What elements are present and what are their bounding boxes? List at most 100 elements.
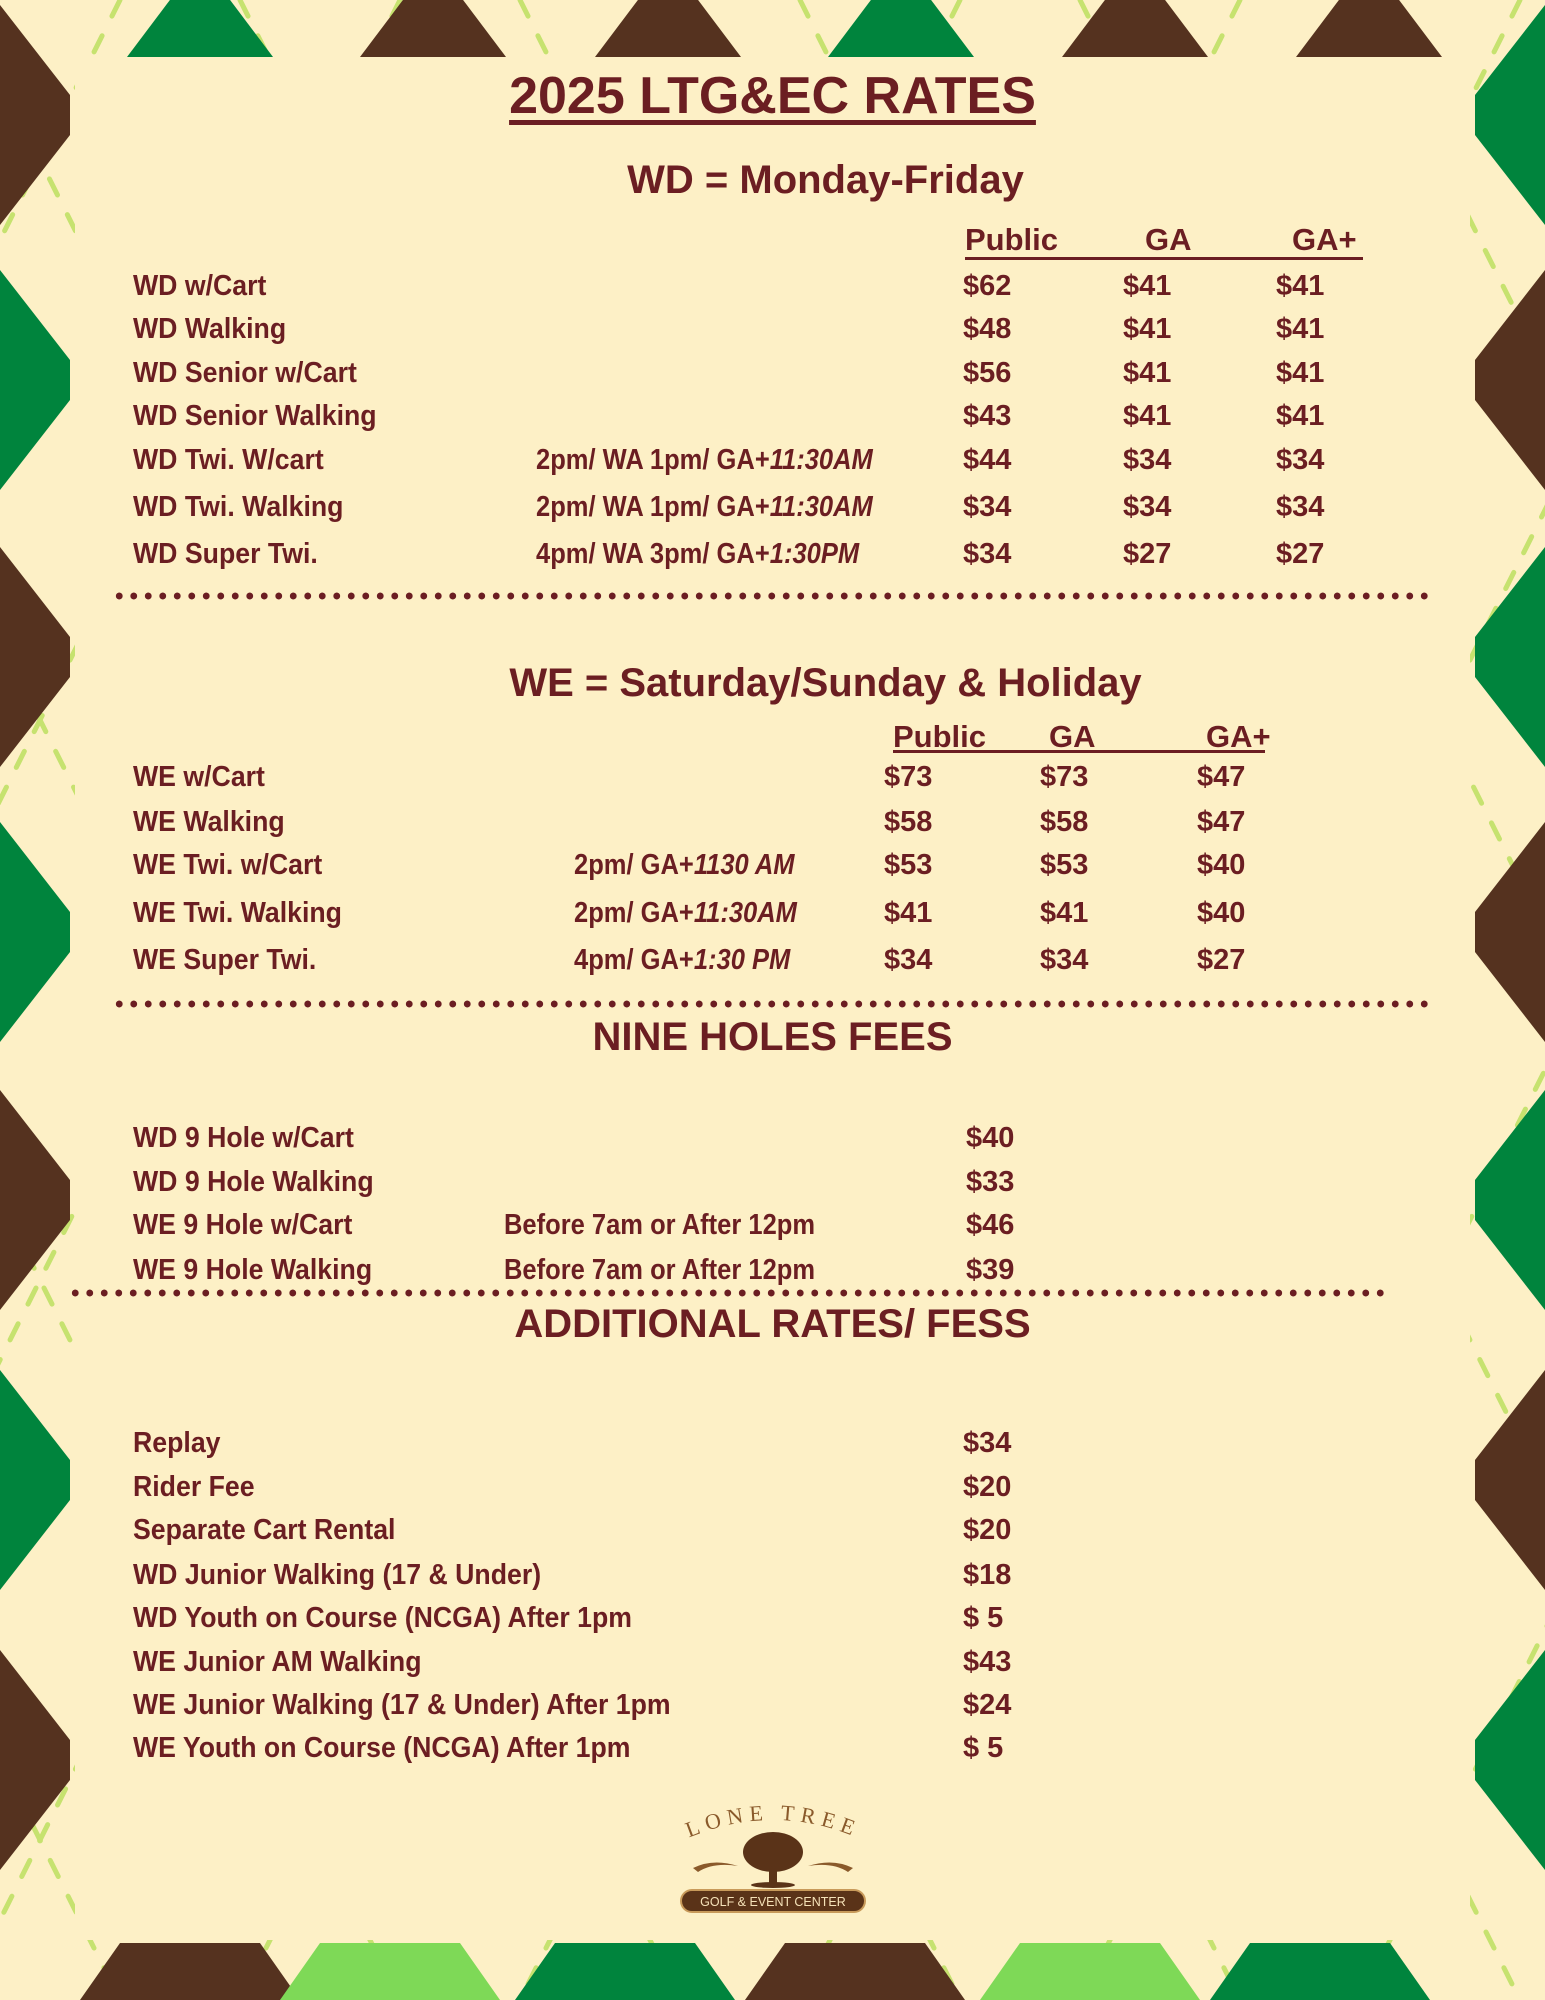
rate-label: WE Super Twi. <box>133 944 317 976</box>
argyle-right-diamond <box>1475 1370 1545 1590</box>
rate-label: Separate Cart Rental <box>133 1514 396 1546</box>
argyle-left-diamond <box>0 822 70 1042</box>
argyle-bottom-green <box>1210 1943 1430 2000</box>
tree-icon <box>743 1832 803 1888</box>
dotted-divider <box>112 1000 1432 1008</box>
rate-label: WD Super Twi. <box>133 538 318 570</box>
argyle-top-brown <box>1296 0 1442 57</box>
price-gaplus: $34 <box>1276 444 1325 476</box>
rate-label: WE Junior Walking (17 & Under) After 1pm <box>133 1689 671 1721</box>
argyle-right-diamond <box>1475 270 1545 490</box>
rate-label: WD Senior w/Cart <box>133 357 357 389</box>
dotted-divider <box>112 592 1432 600</box>
row-note: 4pm/ GA+1:30 PM <box>574 946 790 975</box>
price: $20 <box>963 1471 1012 1503</box>
note-time: 4pm/ WA 3pm/ GA+ <box>536 538 770 570</box>
note-ga-plus-time: 11:30AM <box>769 491 873 523</box>
price: $24 <box>963 1689 1012 1721</box>
note-time: 2pm/ GA+ <box>574 897 694 929</box>
argyle-left-diamond <box>0 547 70 767</box>
price-ga: $58 <box>1040 806 1089 838</box>
argyle-bottom-green <box>515 1943 735 2000</box>
rate-label: WD Walking <box>133 313 287 345</box>
argyle-bottom-brown <box>745 1943 965 2000</box>
price-public: $44 <box>963 444 1012 476</box>
lone-tree-logo: LONE TREE GOLF & EVENT CENTER <box>680 1800 866 1913</box>
price-gaplus: $47 <box>1197 806 1246 838</box>
price-gaplus: $41 <box>1276 313 1325 345</box>
rate-label: WE 9 Hole w/Cart <box>133 1209 353 1241</box>
rate-label: Replay <box>133 1427 221 1459</box>
price-ga: $27 <box>1123 538 1172 570</box>
note-ga-plus-time: 1:30 PM <box>693 944 791 976</box>
rate-label: WE Walking <box>133 806 285 838</box>
we-col-public: Public <box>893 719 987 754</box>
price: $40 <box>966 1122 1015 1154</box>
we-col-ga: GA <box>1049 719 1096 754</box>
price-public: $34 <box>963 491 1012 523</box>
price-ga: $34 <box>1123 491 1172 523</box>
rate-label: Rider Fee <box>133 1471 255 1503</box>
wd-col-ga: GA <box>1145 222 1192 257</box>
price-ga: $41 <box>1123 270 1172 302</box>
price-ga: $41 <box>1040 897 1089 929</box>
additional-heading: ADDITIONAL RATES/ FESS <box>514 1302 1031 1346</box>
we-col-gaplus: GA+ <box>1206 719 1271 754</box>
price-public: $48 <box>963 313 1012 345</box>
price-public: $34 <box>963 538 1012 570</box>
note-time: 4pm/ GA+ <box>574 944 694 976</box>
argyle-top-green <box>828 0 974 57</box>
rate-label: WD Twi. W/cart <box>133 444 324 476</box>
argyle-left-diamond <box>0 1090 70 1310</box>
argyle-left-diamond <box>0 5 70 225</box>
rate-label: WE w/Cart <box>133 761 265 793</box>
argyle-right-diamond <box>1475 822 1545 1042</box>
row-note: 2pm/ GA+1130 AM <box>574 851 795 880</box>
price-public: $43 <box>963 400 1012 432</box>
wd-header-underline <box>965 257 1363 260</box>
price-gaplus: $40 <box>1197 897 1246 929</box>
note-ga-plus-time: 1:30PM <box>769 538 860 570</box>
right-flourish <box>808 1862 853 1872</box>
argyle-top-brown <box>360 0 506 57</box>
price: $34 <box>963 1427 1012 1459</box>
price-public: $58 <box>884 806 933 838</box>
row-note: Before 7am or After 12pm <box>504 1254 816 1286</box>
price-gaplus: $40 <box>1197 849 1246 881</box>
note-ga-plus-time: 1130 AM <box>693 849 795 881</box>
rate-label: WD 9 Hole Walking <box>133 1166 374 1198</box>
price-gaplus: $47 <box>1197 761 1246 793</box>
note-time: 2pm/ GA+ <box>574 849 694 881</box>
we-header-underline <box>893 750 1265 753</box>
row-note: 4pm/ WA 3pm/ GA+1:30PM <box>536 540 859 569</box>
price-public: $53 <box>884 849 933 881</box>
price-ga: $41 <box>1123 357 1172 389</box>
argyle-right-diamond <box>1475 1090 1545 1310</box>
price: $ 5 <box>963 1732 1004 1764</box>
note-time: 2pm/ WA 1pm/ GA+ <box>536 444 770 476</box>
price: $ 5 <box>963 1602 1004 1634</box>
rate-label: WD Junior Walking (17 & Under) <box>133 1559 542 1591</box>
weekday-heading: WD = Monday-Friday <box>627 158 1024 202</box>
price-gaplus: $41 <box>1276 357 1325 389</box>
price: $39 <box>966 1254 1015 1286</box>
price: $18 <box>963 1559 1012 1591</box>
price: $43 <box>963 1646 1012 1678</box>
row-note: Before 7am or After 12pm <box>504 1209 816 1241</box>
row-note: 2pm/ WA 1pm/ GA+11:30AM <box>536 493 873 522</box>
rate-label: WD Youth on Course (NCGA) After 1pm <box>133 1602 632 1634</box>
nine-holes-heading: NINE HOLES FEES <box>592 1015 953 1059</box>
wd-col-gaplus: GA+ <box>1292 222 1357 257</box>
rate-label: WE Junior AM Walking <box>133 1646 422 1678</box>
price-ga: $41 <box>1123 400 1172 432</box>
argyle-top-brown <box>595 0 741 57</box>
note-ga-plus-time: 11:30AM <box>693 897 797 929</box>
logo-tagline: GOLF & EVENT CENTER <box>700 1895 846 1909</box>
argyle-bottom-brown <box>80 1943 300 2000</box>
price: $46 <box>966 1209 1015 1241</box>
wd-col-public: Public <box>965 222 1059 257</box>
row-note: 2pm/ WA 1pm/ GA+11:30AM <box>536 446 873 475</box>
price-gaplus: $27 <box>1276 538 1325 570</box>
price-ga: $34 <box>1040 944 1089 976</box>
left-flourish <box>693 1862 738 1872</box>
